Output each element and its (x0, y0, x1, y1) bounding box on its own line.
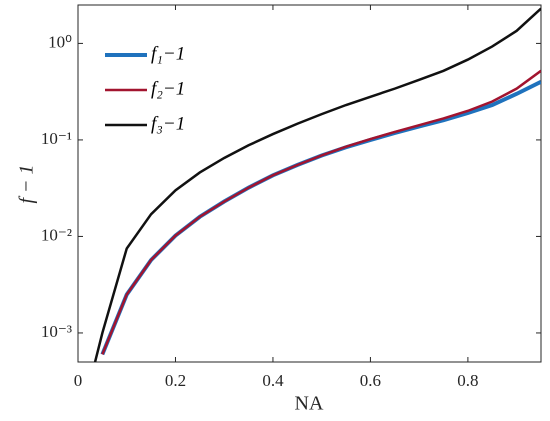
x-tick-label: 0 (74, 371, 83, 390)
x-tick-label: 0.6 (360, 371, 381, 390)
legend-text: f₂−1 (151, 78, 185, 99)
x-axis-label: NA (295, 393, 324, 415)
legend-text: f₁−1 (151, 43, 185, 64)
y-tick-label: 10⁻¹ (41, 129, 72, 148)
line-series (93, 7, 541, 362)
y-axis-label: f − 1 (16, 164, 38, 203)
legend-text: f₃−1 (151, 113, 185, 134)
x-tick-label: 0.8 (457, 371, 478, 390)
x-tick-label: 0.2 (165, 371, 186, 390)
x-tick-label: 0.4 (262, 371, 284, 390)
y-tick-label: 10⁻³ (41, 322, 72, 341)
y-tick-label: 10⁻² (41, 225, 72, 244)
y-tick-label: 10⁰ (48, 32, 72, 51)
axes-box (77, 4, 542, 363)
line-series (101, 69, 541, 355)
